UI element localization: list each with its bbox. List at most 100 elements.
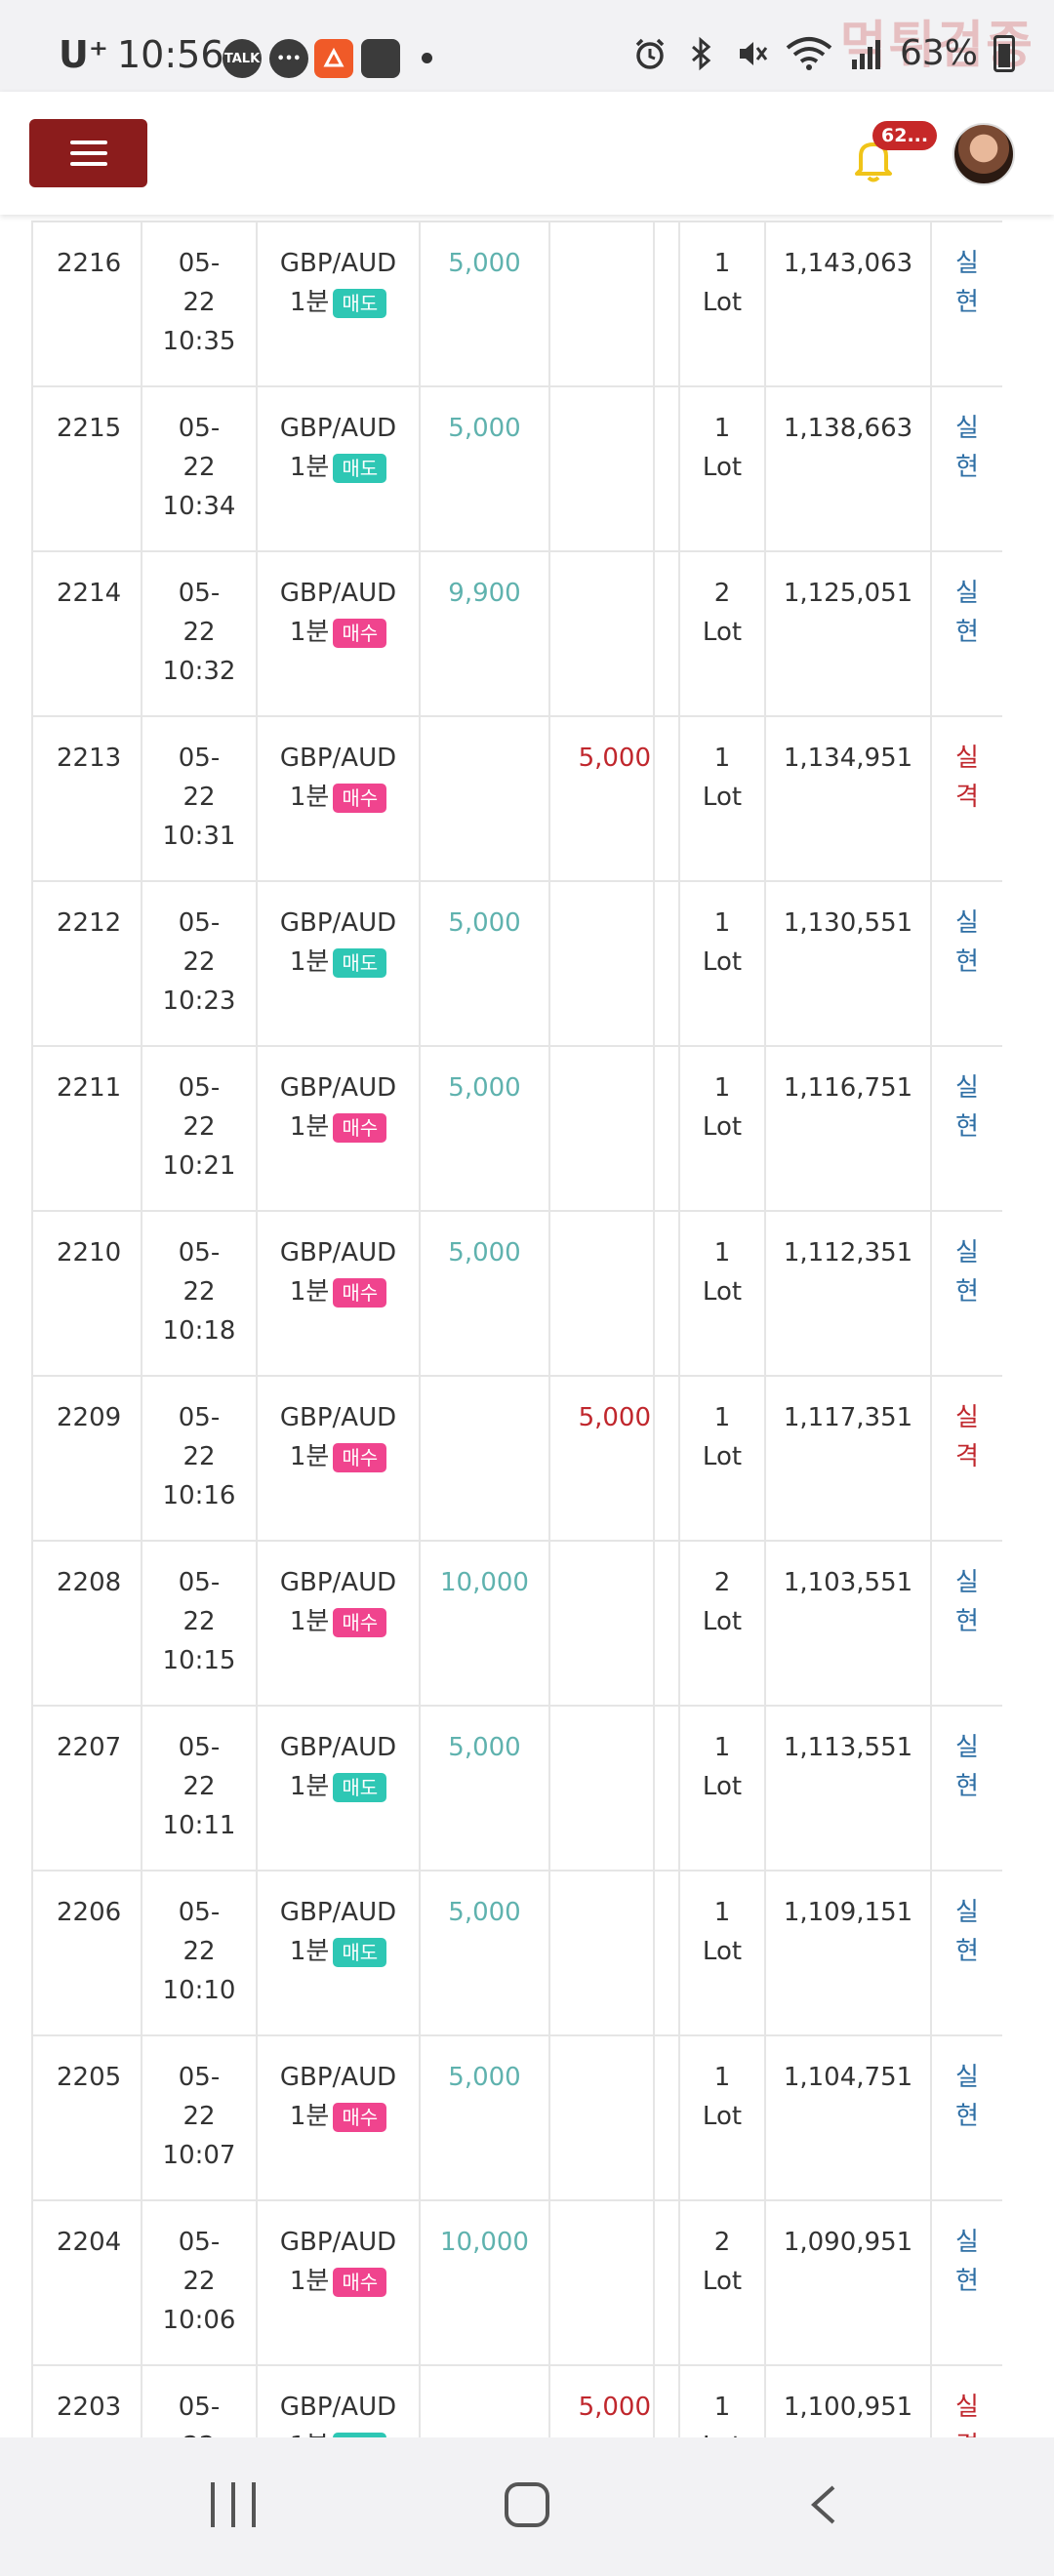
recent-apps-icon[interactable] bbox=[211, 2482, 256, 2527]
trade-symbol: GBP/AUD 1분 매수 bbox=[256, 2034, 421, 2201]
trade-table-body: 2216 05- 22 10:35 GBP/AUD 1분 매도 5,000 1 Lot 1,143,… bbox=[31, 221, 1002, 2437]
balance-amount: 1,104,751 bbox=[764, 2034, 932, 2201]
trade-symbol: GBP/AUD 1분 매수 bbox=[256, 1375, 421, 1542]
trade-number: 2211 bbox=[31, 1045, 142, 1212]
loss-amount: 5,000 bbox=[548, 2364, 655, 2437]
hamburger-icon bbox=[69, 141, 107, 144]
lot-size: 2 Lot bbox=[678, 1540, 766, 1707]
table-row[interactable]: 2206 05- 22 10:10 GBP/AUD 1분 매도 5,000 1 Lot 1,109,… bbox=[31, 1870, 1002, 2036]
table-row[interactable]: 2211 05- 22 10:21 GBP/AUD 1분 매수 5,000 1 Lot 1,116,… bbox=[31, 1045, 1002, 1212]
side-tag: 매수 bbox=[333, 2102, 387, 2132]
balance-amount: 1,116,751 bbox=[764, 1045, 932, 1212]
trade-number: 2204 bbox=[31, 2199, 142, 2366]
balance-amount: 1,109,151 bbox=[764, 1870, 932, 2036]
table-row[interactable]: 2207 05- 22 10:11 GBP/AUD 1분 매도 5,000 1 Lot 1,113,… bbox=[31, 1705, 1002, 1872]
table-row[interactable]: 2215 05- 22 10:34 GBP/AUD 1분 매도 5,000 1 Lot 1,138,… bbox=[31, 385, 1002, 552]
side-tag: 매도 bbox=[333, 453, 387, 483]
back-icon[interactable] bbox=[806, 2484, 839, 2525]
trade-symbol: GBP/AUD 1분 매수 bbox=[256, 1540, 421, 1707]
balance-amount: 1,125,051 bbox=[764, 550, 932, 717]
trade-datetime: 05- 22 10:10 bbox=[141, 1870, 258, 2036]
table-row[interactable]: 2216 05- 22 10:35 GBP/AUD 1분 매도 5,000 1 Lot 1,143,… bbox=[31, 221, 1002, 387]
loss-amount: 5,000 bbox=[548, 715, 655, 882]
balance-amount: 1,134,951 bbox=[764, 715, 932, 882]
side-tag: 매도 bbox=[333, 2432, 387, 2437]
spacer-cell bbox=[653, 2364, 680, 2437]
menu-button[interactable] bbox=[29, 119, 147, 187]
trade-number: 2212 bbox=[31, 880, 142, 1047]
loss-amount bbox=[548, 1045, 655, 1212]
balance-amount: 1,103,551 bbox=[764, 1540, 932, 1707]
spacer-cell bbox=[653, 1705, 680, 1872]
balance-amount: 1,112,351 bbox=[764, 1210, 932, 1377]
trade-datetime: 05- 22 10:11 bbox=[141, 1705, 258, 1872]
trade-history-table[interactable]: 2216 05- 22 10:35 GBP/AUD 1분 매도 5,000 1 Lot 1,143,… bbox=[31, 215, 1002, 2437]
profit-amount: 5,000 bbox=[419, 1210, 550, 1377]
system-indicators: 63% bbox=[632, 33, 1015, 73]
lot-size: 2 Lot bbox=[678, 550, 766, 717]
profit-amount: 5,000 bbox=[419, 1870, 550, 2036]
spacer-cell bbox=[653, 2199, 680, 2366]
user-avatar[interactable] bbox=[953, 123, 1015, 185]
spacer-cell bbox=[653, 1210, 680, 1377]
alarm-icon bbox=[635, 38, 665, 69]
system-navigation-bar bbox=[0, 2437, 1054, 2576]
profit-amount: 5,000 bbox=[419, 221, 550, 387]
mute-icon bbox=[739, 41, 768, 65]
spacer-cell bbox=[653, 715, 680, 882]
table-row[interactable]: 2208 05- 22 10:15 GBP/AUD 1분 매수 10,000 2 Lot 1,103… bbox=[31, 1540, 1002, 1707]
kakaotalk-icon: TALK bbox=[223, 39, 262, 78]
trade-datetime: 05-22 bbox=[141, 2364, 258, 2437]
table-row[interactable]: 2204 05- 22 10:06 GBP/AUD 1분 매수 10,000 2 Lot 1,090… bbox=[31, 2199, 1002, 2366]
trade-number: 2203 bbox=[31, 2364, 142, 2437]
table-row[interactable]: 2210 05- 22 10:18 GBP/AUD 1분 매수 5,000 1 Lot 1,112,… bbox=[31, 1210, 1002, 1377]
side-tag: 매수 bbox=[333, 2267, 387, 2297]
loss-amount bbox=[548, 221, 655, 387]
side-tag: 매수 bbox=[333, 618, 387, 648]
chat-icon: ••• bbox=[269, 39, 308, 78]
profit-amount: 5,000 bbox=[419, 880, 550, 1047]
trade-datetime: 05- 22 10:32 bbox=[141, 550, 258, 717]
table-row[interactable]: 2214 05- 22 10:32 GBP/AUD 1분 매수 9,900 2 Lot 1,125,… bbox=[31, 550, 1002, 717]
loss-amount bbox=[548, 1705, 655, 1872]
trade-symbol: GBP/AUD 1분 매수 bbox=[256, 2199, 421, 2366]
trade-number: 2215 bbox=[31, 385, 142, 552]
signal-icon bbox=[851, 39, 880, 69]
table-row[interactable]: 2213 05- 22 10:31 GBP/AUD 1분 매수 5,000 1 Lot 1,134,… bbox=[31, 715, 1002, 882]
table-row[interactable]: 2212 05- 22 10:23 GBP/AUD 1분 매도 5,000 1 Lot 1,130,… bbox=[31, 880, 1002, 1047]
table-row[interactable]: 2209 05- 22 10:16 GBP/AUD 1분 매수 5,000 1 Lot 1,117,… bbox=[31, 1375, 1002, 1542]
spacer-cell bbox=[653, 880, 680, 1047]
spacer-cell bbox=[653, 2034, 680, 2201]
carrier-label: U⁺ bbox=[59, 33, 108, 76]
trade-number: 2206 bbox=[31, 1870, 142, 2036]
battery-icon bbox=[993, 34, 1015, 72]
home-icon[interactable] bbox=[505, 2482, 549, 2527]
balance-amount: 1,130,551 bbox=[764, 880, 932, 1047]
balance-amount: 1,117,351 bbox=[764, 1375, 932, 1542]
table-row[interactable]: 2205 05- 22 10:07 GBP/AUD 1분 매수 5,000 1 Lot 1,104,… bbox=[31, 2034, 1002, 2201]
spacer-cell bbox=[653, 1375, 680, 1542]
loss-amount bbox=[548, 550, 655, 717]
notification-badge[interactable]: 62... bbox=[872, 121, 938, 150]
profit-amount bbox=[419, 2364, 550, 2437]
loss-amount bbox=[548, 385, 655, 552]
